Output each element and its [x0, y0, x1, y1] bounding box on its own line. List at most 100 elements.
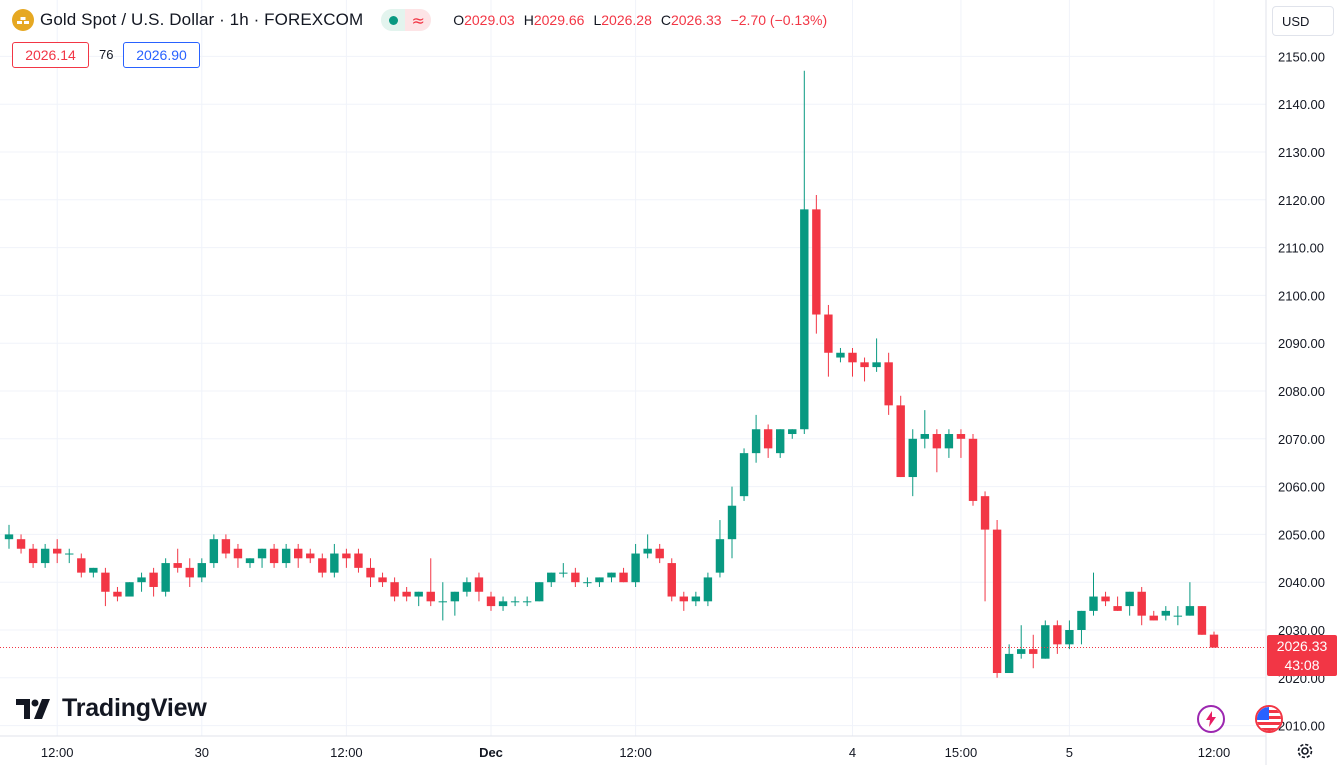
candle [559, 563, 568, 578]
candle [294, 543, 303, 568]
candle [788, 429, 797, 439]
candle [1029, 634, 1038, 669]
candle [510, 596, 520, 607]
candle [619, 567, 628, 583]
price-tick-label: 2140.00 [1278, 97, 1325, 112]
candle-body [318, 558, 327, 573]
candle [836, 347, 845, 363]
market-status-pill[interactable]: ≈ [381, 9, 432, 31]
candle-body [932, 434, 942, 449]
candle-body [28, 548, 38, 564]
candle-body [1017, 649, 1026, 654]
candle [185, 558, 194, 587]
candle [137, 572, 146, 592]
candle [390, 577, 399, 602]
candle [884, 352, 893, 415]
price-tick-label: 2010.00 [1278, 719, 1325, 734]
candle [800, 70, 809, 435]
price-tick-label: 2120.00 [1278, 193, 1325, 208]
candle [932, 429, 942, 473]
candle-body [306, 553, 315, 559]
candle-body [402, 591, 411, 597]
symbol-title[interactable]: Gold Spot / U.S. Dollar · 1h · FOREXCOM [40, 10, 364, 29]
candle-body [559, 572, 568, 574]
candle-body [908, 438, 917, 478]
candle-body [667, 563, 676, 597]
time-tick-label: 12:00 [330, 745, 363, 760]
candle [535, 582, 544, 602]
candle-body [896, 405, 905, 478]
candle-body [848, 352, 857, 363]
candle-body [595, 577, 604, 583]
candle [776, 429, 785, 458]
gear-icon[interactable] [1295, 741, 1315, 761]
time-tick-label: 5 [1066, 745, 1073, 760]
candle-body [486, 596, 496, 607]
candle-body [547, 572, 556, 583]
price-tick-label: 2100.00 [1278, 288, 1325, 303]
candle [16, 534, 26, 554]
price-tick-label: 2060.00 [1278, 480, 1325, 495]
candle [89, 567, 98, 578]
ohlc-change: −2.70 (−0.13%) [730, 12, 828, 28]
last-price-label: 2026.33 43:08 [1267, 635, 1337, 676]
candle-body [462, 582, 472, 592]
candle [257, 548, 267, 568]
candle [342, 548, 351, 568]
candle-body [1197, 606, 1207, 635]
chart-header: Gold Spot / U.S. Dollar · 1h · FOREXCOM … [12, 8, 827, 32]
candle [149, 567, 158, 597]
candle-body [1161, 610, 1170, 616]
candle-body [800, 209, 809, 430]
candle [197, 558, 206, 583]
last-price-value: 2026.33 [1276, 638, 1328, 654]
candle [354, 548, 363, 573]
candle [824, 304, 833, 377]
candle [643, 534, 652, 559]
price-tick-label: 2070.00 [1278, 432, 1325, 447]
candle [402, 586, 411, 602]
us-flag-icon[interactable] [1255, 705, 1283, 733]
delayed-data-icon: ≈ [405, 9, 432, 31]
candle-body [257, 548, 267, 559]
candle-body [535, 582, 544, 602]
candle [1089, 572, 1098, 616]
candle [161, 558, 170, 597]
candle-body [1077, 610, 1086, 630]
candle-body [378, 577, 387, 583]
candle-body [498, 601, 508, 607]
candle [655, 543, 664, 564]
candle [101, 567, 110, 607]
candle [438, 582, 447, 621]
lightning-icon[interactable] [1197, 705, 1225, 733]
candle [378, 572, 387, 587]
candlestick-series [4, 70, 1219, 678]
candle [968, 434, 978, 506]
candle-body [89, 567, 98, 573]
candle-body [679, 596, 688, 602]
candle-body [16, 539, 26, 549]
candle-body [342, 553, 351, 559]
sell-price-button[interactable]: 2026.14 [12, 42, 89, 68]
candle [980, 491, 990, 602]
price-tick-label: 2090.00 [1278, 336, 1325, 351]
candle-body [330, 553, 339, 573]
tradingview-logo[interactable]: TradingView [16, 694, 207, 723]
currency-selector[interactable]: USD [1272, 6, 1334, 36]
tradingview-logo-text: TradingView [62, 694, 207, 722]
candle-body [450, 591, 460, 602]
candle-body [4, 534, 14, 540]
candle [583, 577, 592, 587]
buy-price-button[interactable]: 2026.90 [123, 42, 200, 68]
candle-body [510, 601, 520, 603]
price-tick-label: 2040.00 [1278, 575, 1325, 590]
candle-body [812, 209, 821, 315]
time-tick-label: 12:00 [41, 745, 74, 760]
candle [872, 338, 881, 372]
candle-body [836, 352, 845, 358]
candle [281, 543, 291, 568]
time-axis: 12:00 30 12:00 Dec 12:00 4 15:00 5 12:00 [41, 745, 1230, 760]
candle-body [245, 558, 255, 564]
candle-body [751, 429, 761, 454]
